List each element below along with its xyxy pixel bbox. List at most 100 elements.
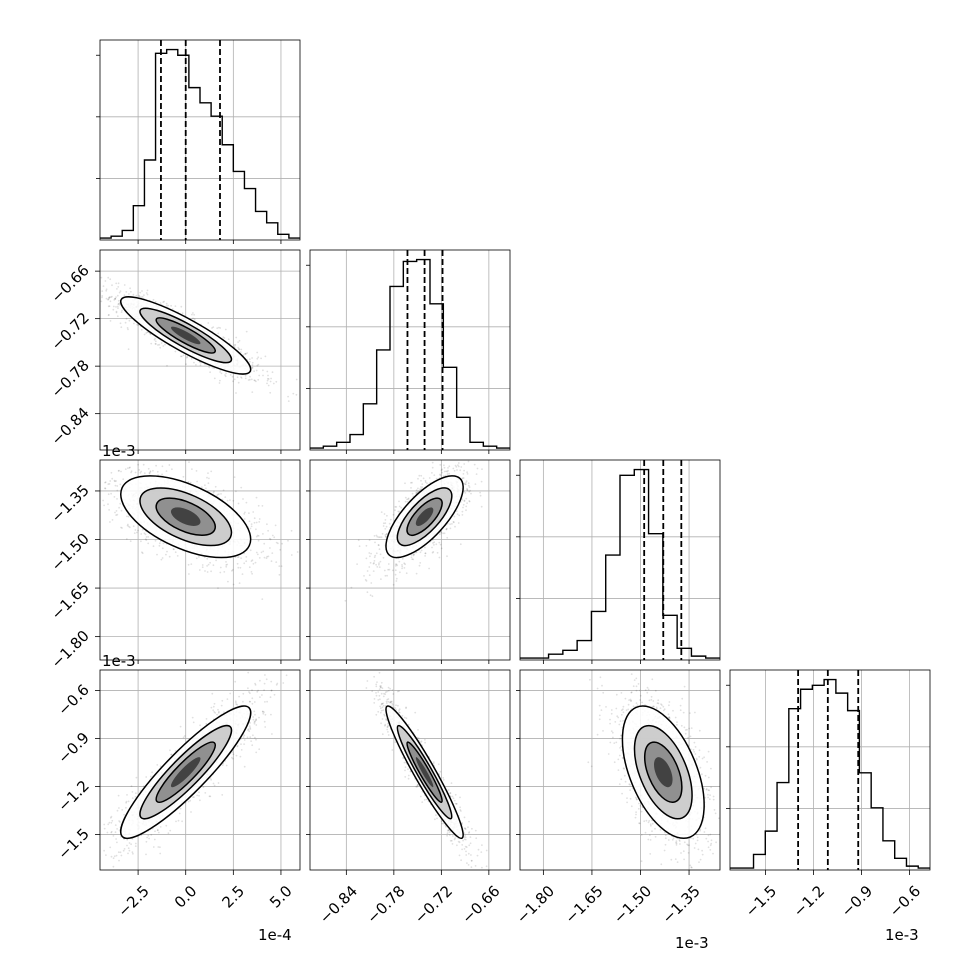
sample-point — [219, 371, 222, 373]
sample-point — [126, 844, 128, 847]
sample-point — [109, 480, 112, 482]
sample-point — [269, 391, 272, 394]
sample-point — [243, 765, 246, 768]
sample-point — [399, 571, 401, 574]
sample-point — [165, 553, 167, 556]
sample-point — [259, 696, 261, 698]
sample-point — [105, 289, 108, 292]
sample-point — [226, 698, 229, 700]
sample-point — [211, 327, 213, 329]
sample-point — [379, 553, 382, 556]
sample-point — [411, 558, 414, 560]
sample-point — [128, 849, 131, 852]
sample-point — [251, 364, 254, 366]
sample-point — [104, 487, 107, 490]
sample-point — [102, 285, 105, 287]
sample-point — [116, 305, 119, 308]
sample-point — [350, 586, 353, 589]
sample-point — [275, 541, 278, 544]
sample-point — [418, 474, 421, 477]
sample-point — [158, 343, 161, 346]
sample-point — [224, 496, 227, 498]
sample-point — [392, 583, 395, 586]
sample-point — [126, 524, 129, 527]
sample-point — [420, 549, 423, 552]
sample-point — [255, 380, 257, 383]
sample-point — [145, 539, 148, 541]
sample-point — [404, 500, 407, 503]
sample-point — [113, 299, 116, 301]
sample-point — [251, 391, 254, 393]
sample-point — [111, 284, 113, 287]
sample-point — [204, 484, 206, 487]
sample-point — [137, 529, 139, 532]
sample-point — [126, 794, 128, 796]
sample-point — [129, 540, 132, 543]
sample-point — [116, 489, 119, 492]
sample-point — [418, 564, 421, 567]
sample-point — [384, 528, 387, 530]
sample-point — [247, 379, 250, 381]
sample-point — [251, 361, 254, 364]
sample-point — [161, 473, 164, 476]
sample-point — [110, 492, 112, 495]
sample-point — [453, 515, 456, 518]
sample-point — [182, 475, 185, 478]
sample-point — [231, 568, 234, 571]
sample-point — [398, 505, 401, 508]
sample-point — [279, 548, 282, 551]
sample-point — [395, 580, 398, 582]
sample-point — [207, 472, 209, 474]
sample-point — [449, 523, 451, 526]
sample-point — [117, 286, 120, 288]
sample-point — [369, 555, 371, 558]
sample-point — [114, 298, 117, 300]
sample-point — [248, 725, 251, 727]
sample-point — [433, 544, 435, 546]
sample-point — [254, 561, 257, 564]
sample-point — [219, 379, 221, 382]
sample-point — [401, 557, 404, 560]
sample-point — [118, 291, 121, 294]
sample-point — [417, 487, 419, 490]
sample-point — [215, 559, 218, 562]
panel-frame — [99, 459, 301, 661]
sample-point — [266, 523, 268, 526]
sample-point — [143, 294, 145, 296]
sample-point — [295, 378, 298, 381]
sample-point — [208, 366, 211, 369]
sample-point — [379, 560, 382, 563]
sample-point — [217, 782, 220, 784]
sample-point — [117, 470, 120, 472]
sample-point — [179, 725, 182, 728]
sample-point — [144, 538, 147, 540]
sample-point — [401, 564, 403, 566]
sample-point — [244, 374, 247, 377]
sample-point — [149, 471, 152, 473]
sample-point — [378, 566, 381, 568]
sample-point — [158, 544, 161, 547]
sample-point — [457, 462, 460, 464]
sample-point — [344, 599, 347, 602]
sample-point — [224, 374, 226, 376]
sample-point — [443, 464, 445, 467]
sample-point — [369, 594, 372, 597]
sample-point — [208, 477, 210, 480]
sample-point — [270, 377, 272, 380]
sample-point — [104, 481, 106, 484]
sample-point — [191, 468, 193, 470]
sample-point — [243, 353, 246, 355]
sample-point — [117, 302, 120, 305]
sample-point — [269, 538, 272, 541]
sample-point — [103, 827, 106, 830]
sample-point — [464, 483, 467, 486]
sample-point — [475, 473, 478, 475]
sample-point — [152, 469, 154, 472]
sample-point — [193, 313, 196, 316]
sample-point — [141, 528, 144, 531]
sample-point — [115, 480, 117, 482]
sample-point — [271, 733, 273, 735]
sample-point — [126, 327, 129, 329]
sample-point — [255, 369, 258, 372]
sample-point — [218, 493, 220, 495]
